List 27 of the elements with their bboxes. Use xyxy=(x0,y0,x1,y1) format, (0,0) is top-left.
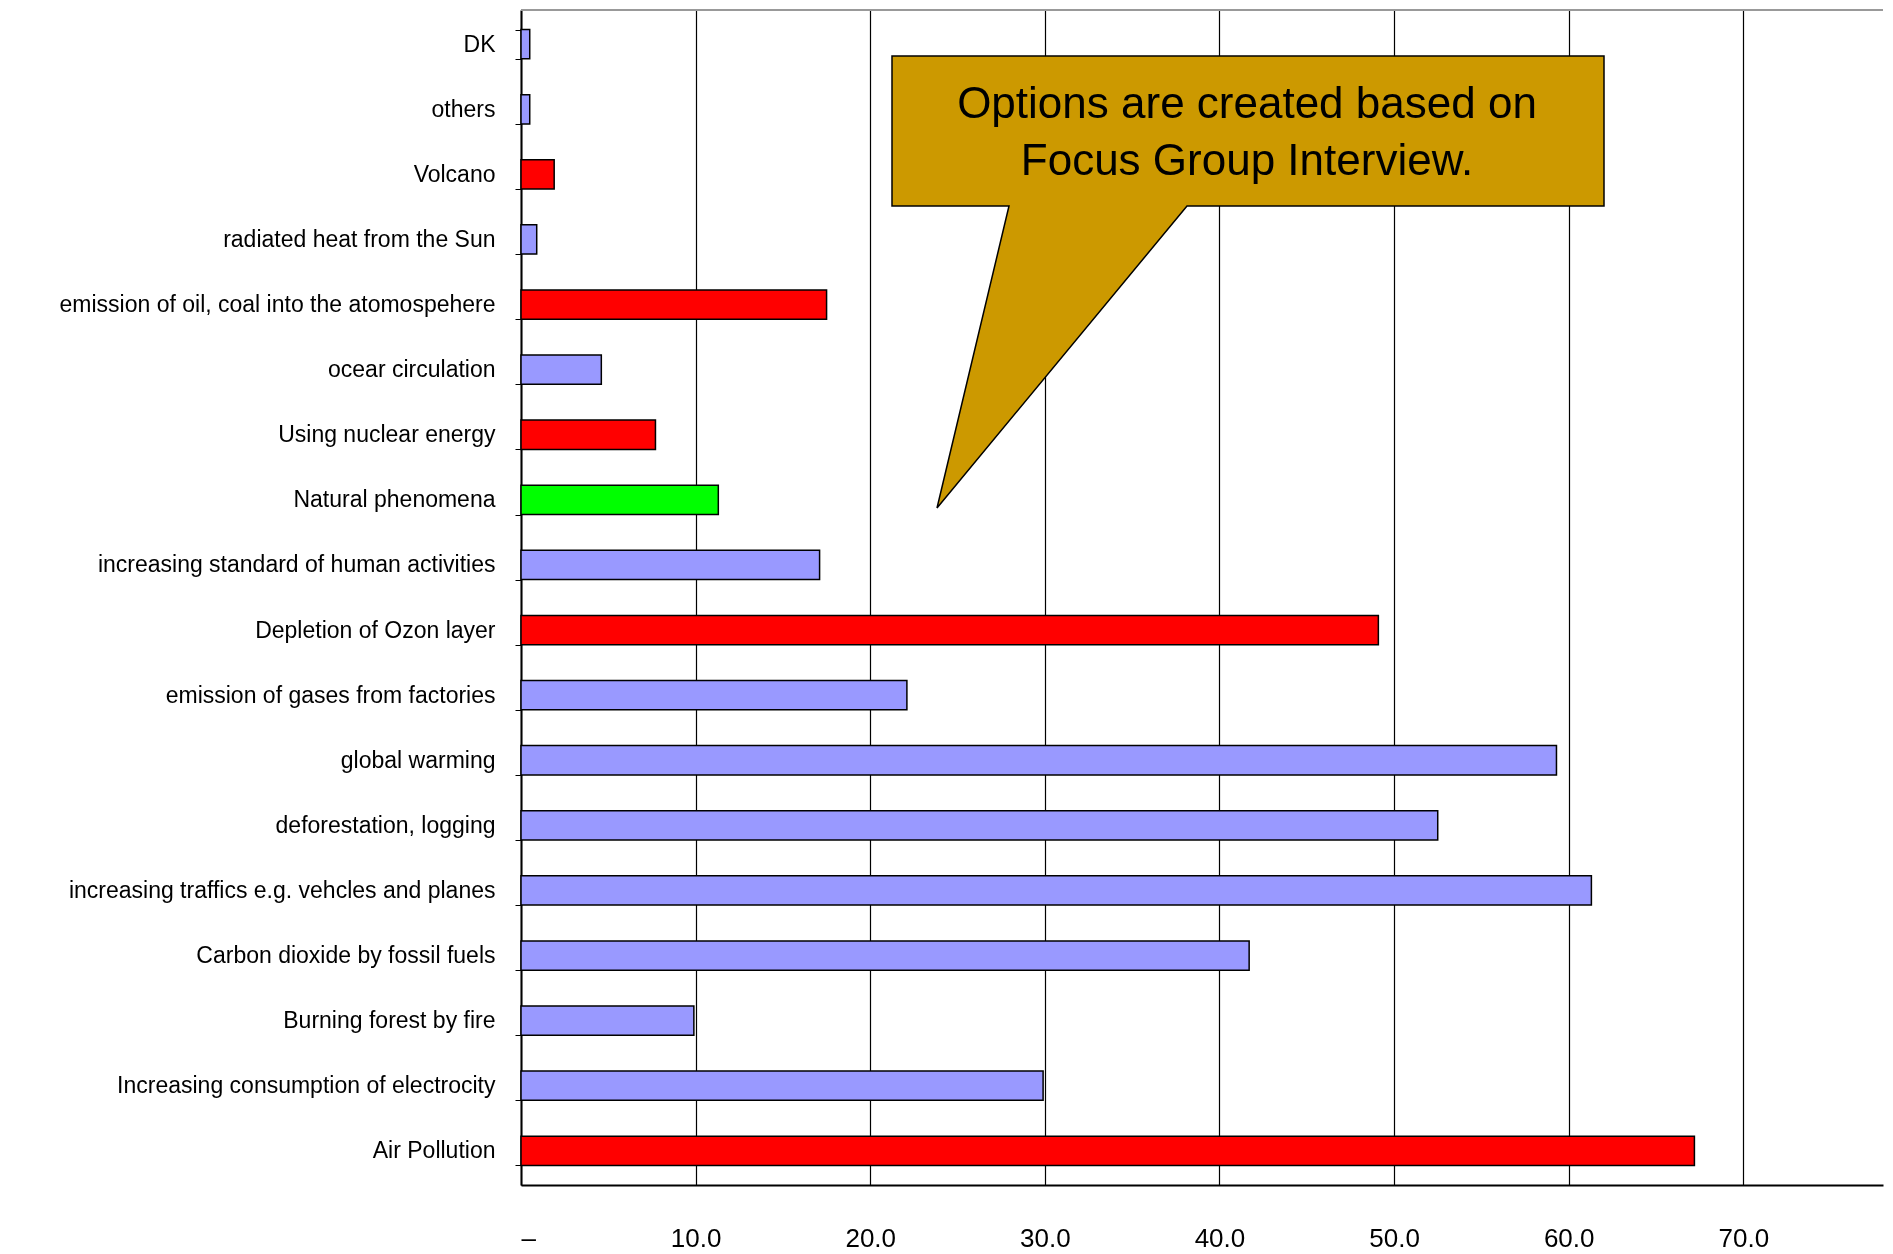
y-tick-label: Air Pollution xyxy=(372,1137,496,1164)
x-tick-label: 20.0 xyxy=(845,1222,897,1253)
x-tick-label: 10.0 xyxy=(670,1222,722,1253)
y-tick-label: Volcano xyxy=(413,160,496,187)
y-tick-label: Natural phenomena xyxy=(293,486,496,513)
y-tick-label: ocear circulation xyxy=(328,356,496,383)
y-tick-label: others xyxy=(431,95,496,122)
y-tick-label: deforestation, logging xyxy=(275,811,496,838)
y-tick-label: DK xyxy=(463,30,497,57)
x-tick-label: 30.0 xyxy=(1020,1222,1071,1253)
annotation: Options are created based on Focus Group Interview. xyxy=(956,76,1538,186)
y-tick-label: Carbon dioxide by fossil fuels xyxy=(196,942,496,969)
y-tick-label: emission of gases from factories xyxy=(165,681,496,708)
x-tick-label: – xyxy=(521,1222,537,1253)
x-tick-label: 40.0 xyxy=(1194,1222,1246,1253)
y-tick-label: emission of oil, coal into the atomospehere xyxy=(59,291,496,318)
x-tick-label: 50.0 xyxy=(1369,1222,1420,1253)
y-tick-label: increasing traffics e.g. vehcles and planes xyxy=(68,876,496,903)
y-tick-label: Using nuclear energy xyxy=(278,421,496,448)
y-tick-label: Increasing consumption of electrocity xyxy=(117,1072,496,1099)
y-tick-label: Depletion of Ozon layer xyxy=(255,616,496,643)
y-tick-label: increasing standard of human activities xyxy=(97,551,496,578)
y-tick-label: Burning forest by fire xyxy=(283,1007,496,1034)
x-tick-label: 60.0 xyxy=(1543,1222,1595,1253)
y-tick-label: global warming xyxy=(340,746,496,773)
x-tick-label: 70.0 xyxy=(1718,1222,1770,1253)
y-tick-label: radiated heat from the Sun xyxy=(223,225,496,252)
